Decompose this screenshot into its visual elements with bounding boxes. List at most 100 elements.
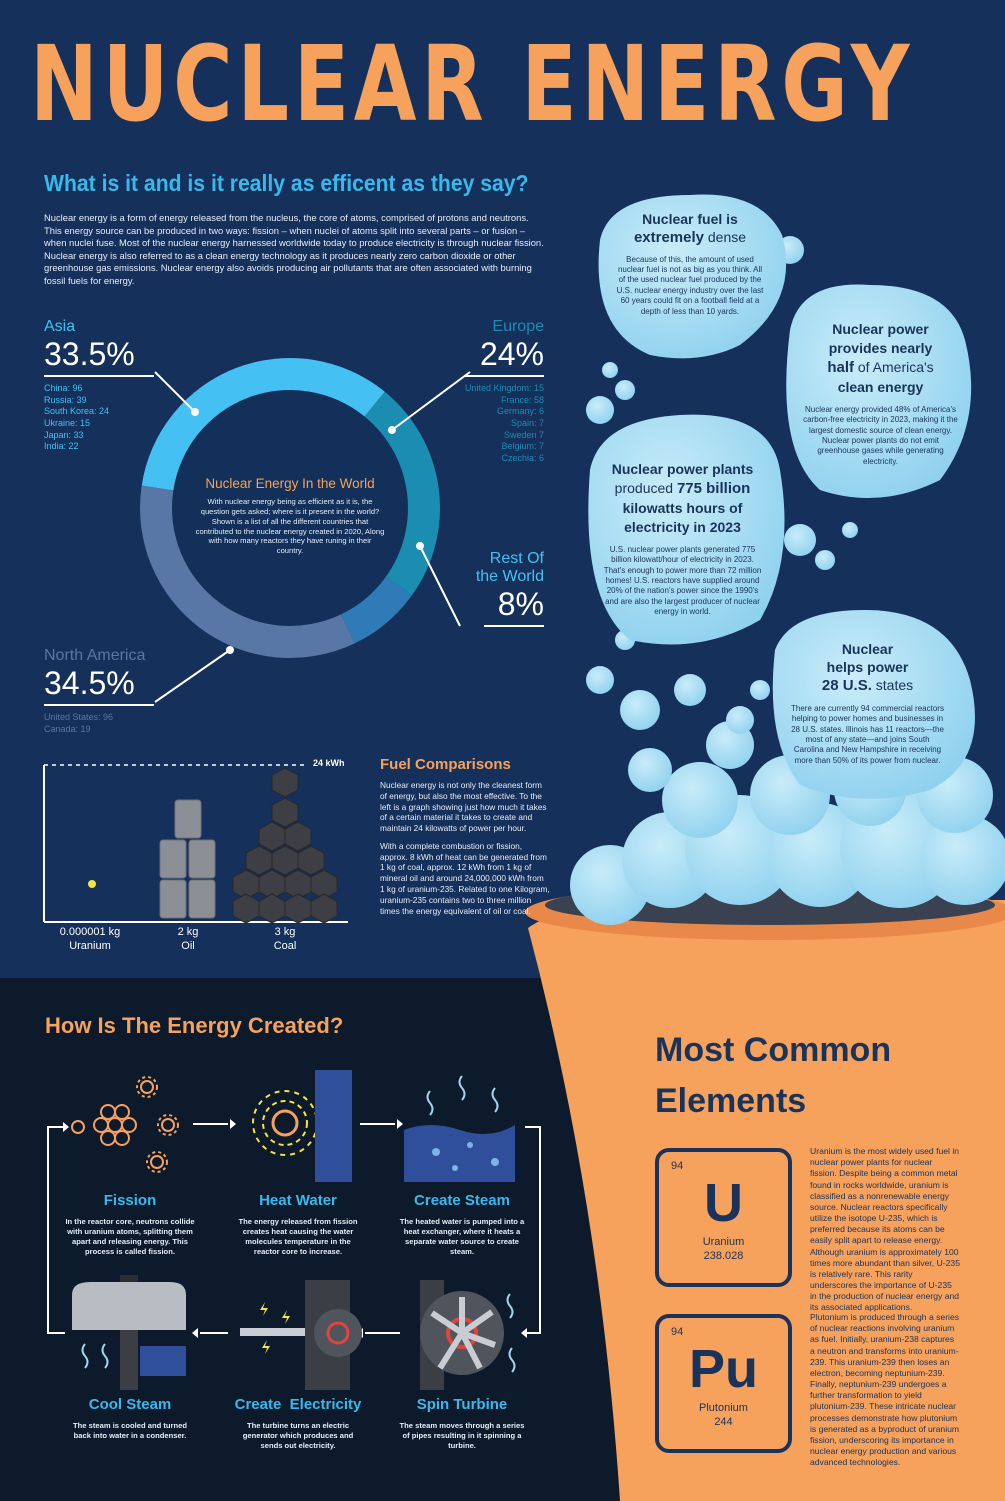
element-mass: 244 [714, 1416, 733, 1428]
fuel-amount: 3 kg [274, 926, 296, 938]
step-title: Cool Steam [88, 1396, 172, 1413]
uranium-dot [88, 880, 96, 888]
pot [528, 900, 1005, 1501]
fuel-name: Coal [273, 940, 297, 953]
underline [44, 704, 154, 706]
donut-slice-north-america [140, 485, 355, 658]
country-item: India: 22 [44, 441, 79, 452]
country-list: United Kingdom: 15 France: 58 Germany: 6 Sp… [440, 383, 544, 465]
leader-asia [154, 371, 196, 413]
underline [464, 375, 544, 377]
bubble-title: Nuclear power plants produced 775 billio… [600, 460, 765, 537]
elements-title: Most Common Elements [655, 1025, 891, 1127]
title-line: helps power [826, 659, 909, 676]
leader-europe [391, 371, 471, 431]
plutonium-box [655, 1314, 792, 1453]
country-item: Germany: 6 [496, 406, 544, 417]
bubble-title: Nuclear power provides nearly half of Am… [803, 320, 958, 397]
coal-pile [232, 767, 338, 924]
bubble-775-billion: Nuclear power plants produced 775 billio… [600, 460, 765, 618]
title-line: Nuclear fuel is [642, 211, 738, 227]
step-heat-water: Heat Water The energy released from fiss… [218, 1192, 378, 1256]
step-spin-turbine: Spin Turbine The steam moves through a s… [382, 1396, 542, 1451]
title-rest: dense [707, 229, 747, 246]
title-line: half of America's [803, 358, 958, 378]
step-create-steam: Create Steam The heated water is pumped … [382, 1192, 542, 1256]
country-item: United States: 96 [44, 712, 114, 722]
uranium-tile: 94 U Uranium 238.028 [657, 1150, 790, 1285]
bubble-half-clean-energy: Nuclear power provides nearly half of Am… [803, 320, 958, 467]
title-line: clean energy [837, 379, 924, 396]
element-name: Uranium [702, 1236, 745, 1248]
create-steam-icon [404, 1125, 515, 1182]
country-item: Japan: 33 [44, 429, 84, 440]
underline [484, 625, 544, 627]
bubble-28-states: Nuclear helps power 28 U.S. states There… [790, 640, 945, 766]
kwh-label: 24 kWh [313, 758, 345, 768]
region-percent: 34.5% [44, 665, 135, 701]
atomic-number: 94 [671, 1160, 684, 1172]
element-symbol: U [704, 1173, 743, 1233]
info-bubbles [588, 194, 975, 799]
leader-dot [191, 408, 199, 416]
title-rest: produced [614, 479, 674, 496]
leader-dot [388, 426, 396, 434]
bubble-body: U.S. nuclear power plants generated 775 … [603, 544, 762, 617]
step-title: Spin Turbine [416, 1396, 508, 1413]
fuel-amount: 2 kg [177, 926, 199, 938]
region-percent: 8% [497, 586, 544, 622]
fuel-amount: 0.000001 kg [59, 926, 121, 938]
title-line: Nuclear power plants [611, 461, 754, 477]
cool-steam-icon [72, 1275, 186, 1390]
title-line: Nuclear [841, 641, 894, 657]
country-list: China: 96 Russia: 39 South Korea: 24 Ukrain… [44, 383, 154, 453]
title-line: electricity in 2023 [624, 519, 741, 536]
bubble-body: Nuclear energy provided 48% of America's… [803, 404, 958, 466]
fuel-paragraph-2: With a complete combustion or fission, a… [380, 840, 550, 916]
region-name: Asia [44, 318, 76, 335]
element-symbol: Pu [688, 1339, 758, 1399]
element-mass: 238.028 [703, 1250, 744, 1262]
fuel-oil-label: 2 kg Oil [158, 925, 218, 954]
fission-icon [71, 1076, 179, 1173]
step-fission: Fission In the reactor core, neutrons co… [50, 1192, 210, 1256]
title-line: provides nearly [828, 339, 933, 356]
fuel-text: Nuclear energy is not only the cleanest … [380, 780, 550, 916]
step-title: Heat Water [259, 1192, 337, 1209]
create-electricity-icon [240, 1280, 362, 1390]
world-title: Nuclear Energy In the World [205, 476, 375, 491]
country-item: France: 58 [500, 394, 544, 405]
step-title: Fission [103, 1192, 157, 1209]
leader-dot [226, 646, 234, 654]
fuel-uranium-label: 0.000001 kg Uranium [50, 925, 130, 954]
title-emphasis: extremely [633, 229, 704, 247]
step-body: In the reactor core, neutrons collide wi… [65, 1217, 195, 1256]
step-create-electricity: Create Electricity The turbine turns an … [218, 1396, 378, 1451]
bubble-title: Nuclear fuel is extremely dense [615, 210, 765, 248]
steam-squiggles [81, 1075, 516, 1373]
fuel-title: Fuel Comparisons [380, 756, 511, 773]
leader-north-america [154, 649, 231, 703]
title-emphasis: 28 U.S. [821, 677, 872, 695]
plutonium-description: Plutonium is produced through a series o… [810, 1312, 960, 1468]
donut-slice-asia [141, 357, 385, 491]
donut-hole-bg [172, 390, 408, 626]
title-emphasis: half [827, 358, 854, 376]
title-rest: states [875, 677, 914, 694]
spin-turbine-icon [420, 1280, 504, 1390]
region-europe: Europe 24% United Kingdom: 15 France: 58 G… [440, 318, 544, 465]
bubble-body: There are currently 94 commercial reacto… [791, 703, 944, 765]
country-item: United Kingdom: 15 [464, 383, 544, 393]
country-item: South Korea: 24 [44, 406, 110, 417]
step-cool-steam: Cool Steam The steam is cooled and turne… [50, 1396, 210, 1441]
bubble-body: Because of this, the amount of used nucl… [616, 254, 764, 316]
process-title: How Is The Energy Created? [45, 1013, 344, 1038]
fuel-name: Uranium [69, 940, 111, 953]
step-title: Create Electricity [234, 1396, 362, 1413]
title-line: kilowatts hours of [622, 500, 743, 517]
region-north-america: North America 34.5% United States: 96 Can… [44, 647, 154, 735]
subtitle: What is it and is it really as efficent … [44, 170, 529, 196]
world-body: With nuclear energy being as efficient a… [195, 497, 385, 556]
